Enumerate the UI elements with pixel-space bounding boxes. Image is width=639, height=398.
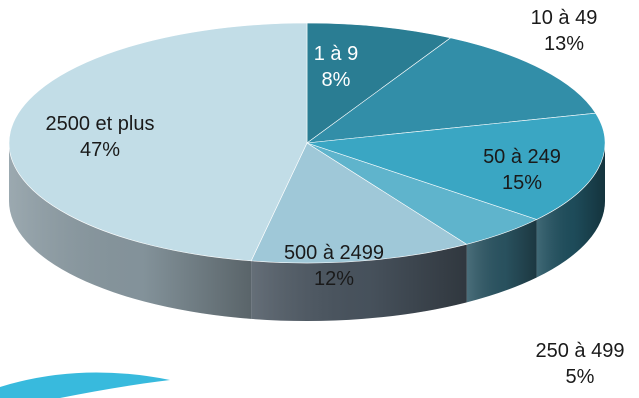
data-label-1-a-9: 1 à 9 8%	[314, 43, 358, 91]
pie-slice-2500-et-plus	[8, 22, 308, 262]
percent-label: 47%	[80, 139, 120, 161]
pie-side-shade-2500-et-plus	[9, 143, 252, 319]
percent-label: 15%	[502, 172, 542, 194]
pie-slice-1-a-9	[306, 22, 452, 144]
data-label-10-a-49: 10 à 49 13%	[531, 7, 598, 55]
pie-side-shade-500-a-2499	[251, 244, 467, 322]
percent-label: 8%	[322, 69, 351, 91]
percent-label: 5%	[566, 366, 595, 388]
pie-slice-500-a-2499	[250, 142, 468, 264]
category-label: 50 à 249	[483, 146, 561, 168]
category-label: 2500 et plus	[46, 113, 155, 135]
category-label: 1 à 9	[314, 43, 358, 65]
pie-sides	[9, 143, 605, 322]
decorative-swoosh	[0, 372, 170, 398]
data-label-2500-et-plus: 2500 et plus 47%	[46, 113, 155, 161]
pie-labels: 1 à 9 8% 10 à 49 13% 50 à 249 15% 250 à 499 5% 5…	[46, 7, 625, 388]
pie-tops	[8, 22, 606, 264]
data-label-500-a-2499: 500 à 2499 12%	[284, 242, 384, 290]
pie-side-shade-250-a-499	[466, 219, 537, 303]
data-label-250-a-499: 250 à 499 5%	[536, 340, 625, 388]
pie-side-shade-50-a-249	[536, 143, 605, 278]
percent-label: 12%	[314, 268, 354, 290]
category-label: 500 à 2499	[284, 242, 384, 264]
category-label: 10 à 49	[531, 7, 598, 29]
percent-label: 13%	[544, 33, 584, 55]
pie-slice-10-a-49	[305, 37, 597, 144]
pie-slice-50-a-249	[306, 112, 606, 220]
data-label-50-a-249: 50 à 249 15%	[483, 146, 561, 194]
category-label: 250 à 499	[536, 340, 625, 362]
